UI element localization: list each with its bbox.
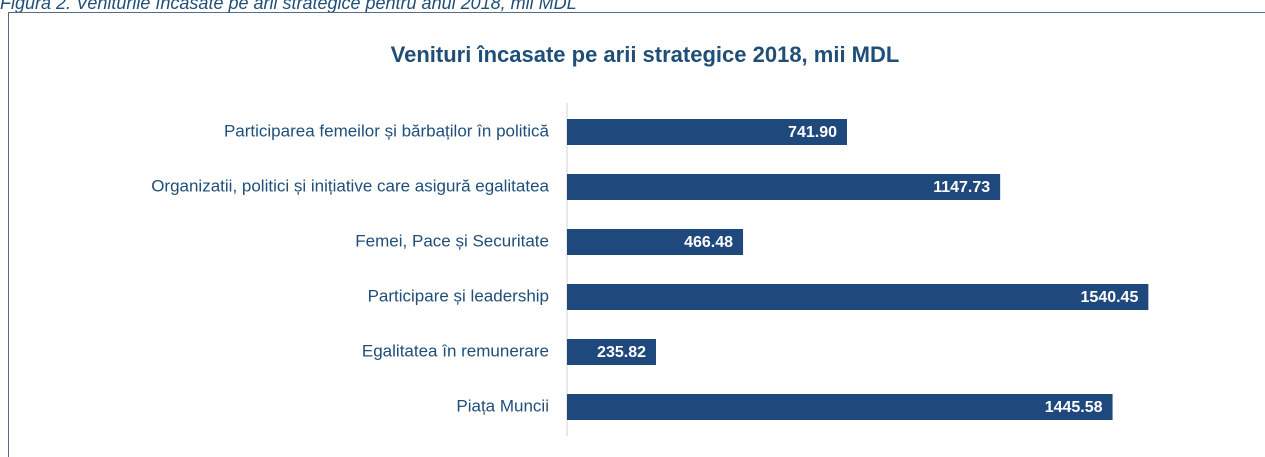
chart-frame (8, 12, 1265, 457)
bar (567, 339, 656, 365)
category-label: Femei, Pace și Securitate (355, 231, 549, 250)
value-label: 741.90 (788, 124, 837, 141)
bar (567, 119, 847, 145)
chart-title: Venituri încasate pe arii strategice 201… (391, 42, 900, 67)
value-label: 466.48 (684, 234, 733, 251)
bar (567, 394, 1113, 420)
value-label: 1540.45 (1081, 289, 1139, 306)
category-label: Participarea femeilor și bărbaților în p… (224, 121, 550, 140)
value-label: 1445.58 (1045, 399, 1103, 416)
category-label: Egalitatea în remunerare (362, 341, 549, 360)
bar (567, 229, 744, 255)
category-label: Participare și leadership (368, 286, 549, 305)
category-label: Piața Muncii (456, 396, 549, 415)
value-label: 235.82 (597, 344, 646, 361)
category-label: Organizatii, politici și inițiative care… (151, 176, 549, 195)
bar (567, 174, 1001, 200)
bar (567, 284, 1149, 310)
value-label: 1147.73 (933, 179, 990, 196)
figure-caption: Figura 2. Veniturile încasate pe arii st… (0, 0, 577, 13)
